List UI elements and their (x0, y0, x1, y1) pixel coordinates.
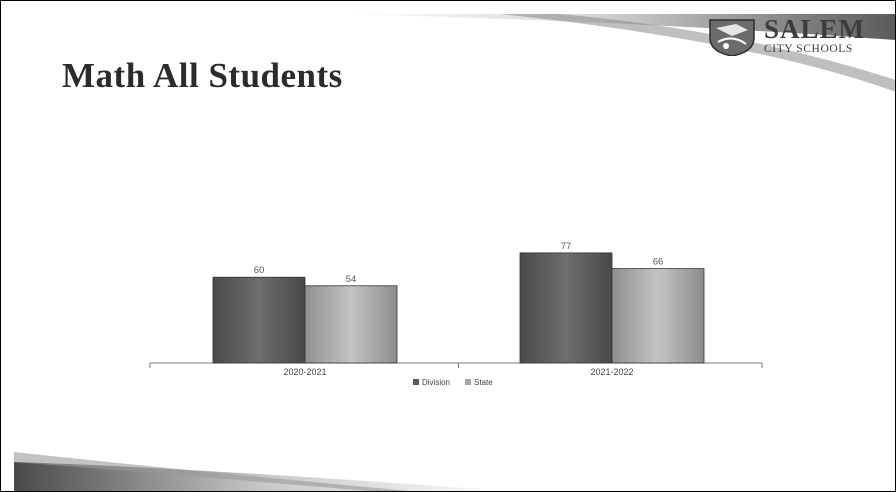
slide-title: Math All Students (62, 56, 343, 95)
legend-swatch-state (465, 379, 471, 385)
legend-label-state: State (474, 378, 493, 387)
bar-division-2020-2021 (212, 276, 306, 364)
logo-subtitle: CITY SCHOOLS (764, 43, 853, 55)
x-tick-label: 2021-2022 (590, 367, 633, 377)
data-label-state-2020-2021: 54 (346, 274, 357, 285)
data-label-state-2021-2022: 66 (653, 257, 664, 268)
x-tick-label: 2020-2021 (283, 367, 326, 377)
logo-name: SALEM (764, 14, 866, 44)
shield-emblem-icon (709, 19, 755, 56)
legend-label-division: Division (422, 378, 450, 387)
legend-swatch-division (413, 379, 419, 385)
bar-state-2021-2022 (611, 268, 705, 364)
bar-division-2021-2022 (519, 252, 613, 364)
data-label-division-2020-2021: 60 (254, 265, 265, 276)
bar-state-2020-2021 (304, 285, 398, 364)
data-label-division-2021-2022: 77 (561, 241, 572, 252)
school-logo: SALEM CITY SCHOOLS (706, 14, 896, 60)
